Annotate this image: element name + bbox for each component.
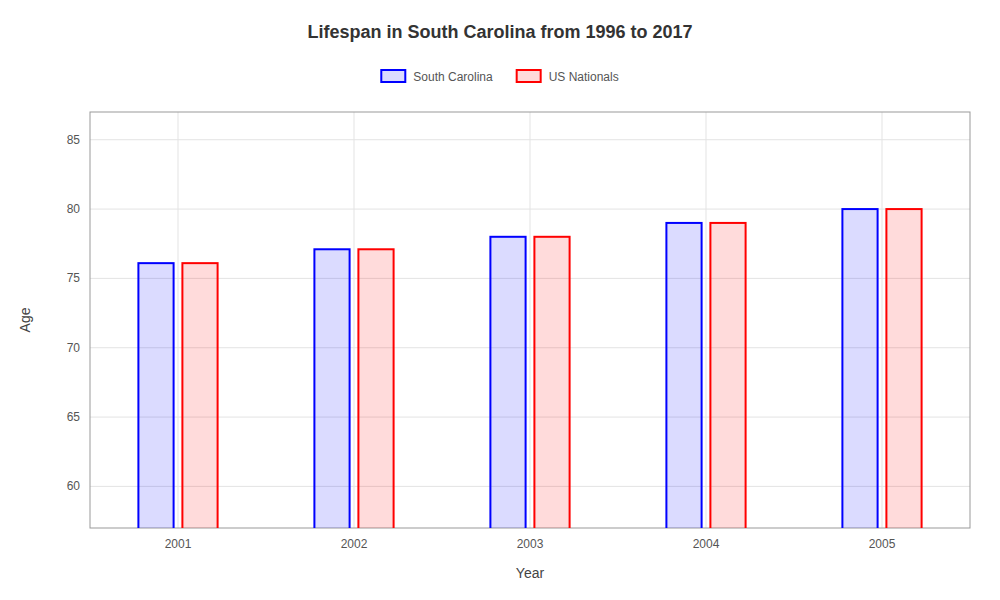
y-tick-label: 80 [67,202,81,216]
bar [842,209,877,528]
legend-label: US Nationals [549,70,619,84]
x-tick-label: 2001 [165,537,192,551]
bar [886,209,921,528]
legend-swatch [381,70,405,82]
bar [666,223,701,528]
legend-swatch [517,70,541,82]
x-tick-label: 2002 [341,537,368,551]
bar [182,263,217,528]
x-tick-label: 2003 [517,537,544,551]
legend-item: South Carolina [381,70,493,84]
bar [490,237,525,528]
x-tick-label: 2005 [869,537,896,551]
y-axis-label: Age [17,307,33,332]
bar [358,249,393,528]
x-tick-label: 2004 [693,537,720,551]
x-axis-label: Year [516,565,545,581]
x-grid-line [706,112,707,528]
chart-svg: 60 65 70 75 80 85 2001 2002 2003 2004 2005 Year Age L… [0,0,1000,600]
grid [90,112,970,528]
legend: South Carolina US Nationals [381,70,618,84]
y-tick-label: 85 [67,133,81,147]
y-tick-label: 65 [67,410,81,424]
x-grid-line [354,112,355,528]
title: Lifespan in South Carolina from 1996 to … [307,22,692,42]
x-grid-line [178,112,179,528]
x-grid-line [882,112,883,528]
bars [138,209,921,528]
plot-frame [90,112,970,528]
bar [138,263,173,528]
bar [534,237,569,528]
y-tick-label: 75 [67,271,81,285]
legend-label: South Carolina [413,70,493,84]
y-tick-label: 60 [67,479,81,493]
bar [314,249,349,528]
x-grid-line [530,112,531,528]
y-tick-label: 70 [67,341,81,355]
bar [710,223,745,528]
legend-item: US Nationals [517,70,619,84]
chart-container: 60 65 70 75 80 85 2001 2002 2003 2004 2005 Year Age L… [0,0,1000,600]
